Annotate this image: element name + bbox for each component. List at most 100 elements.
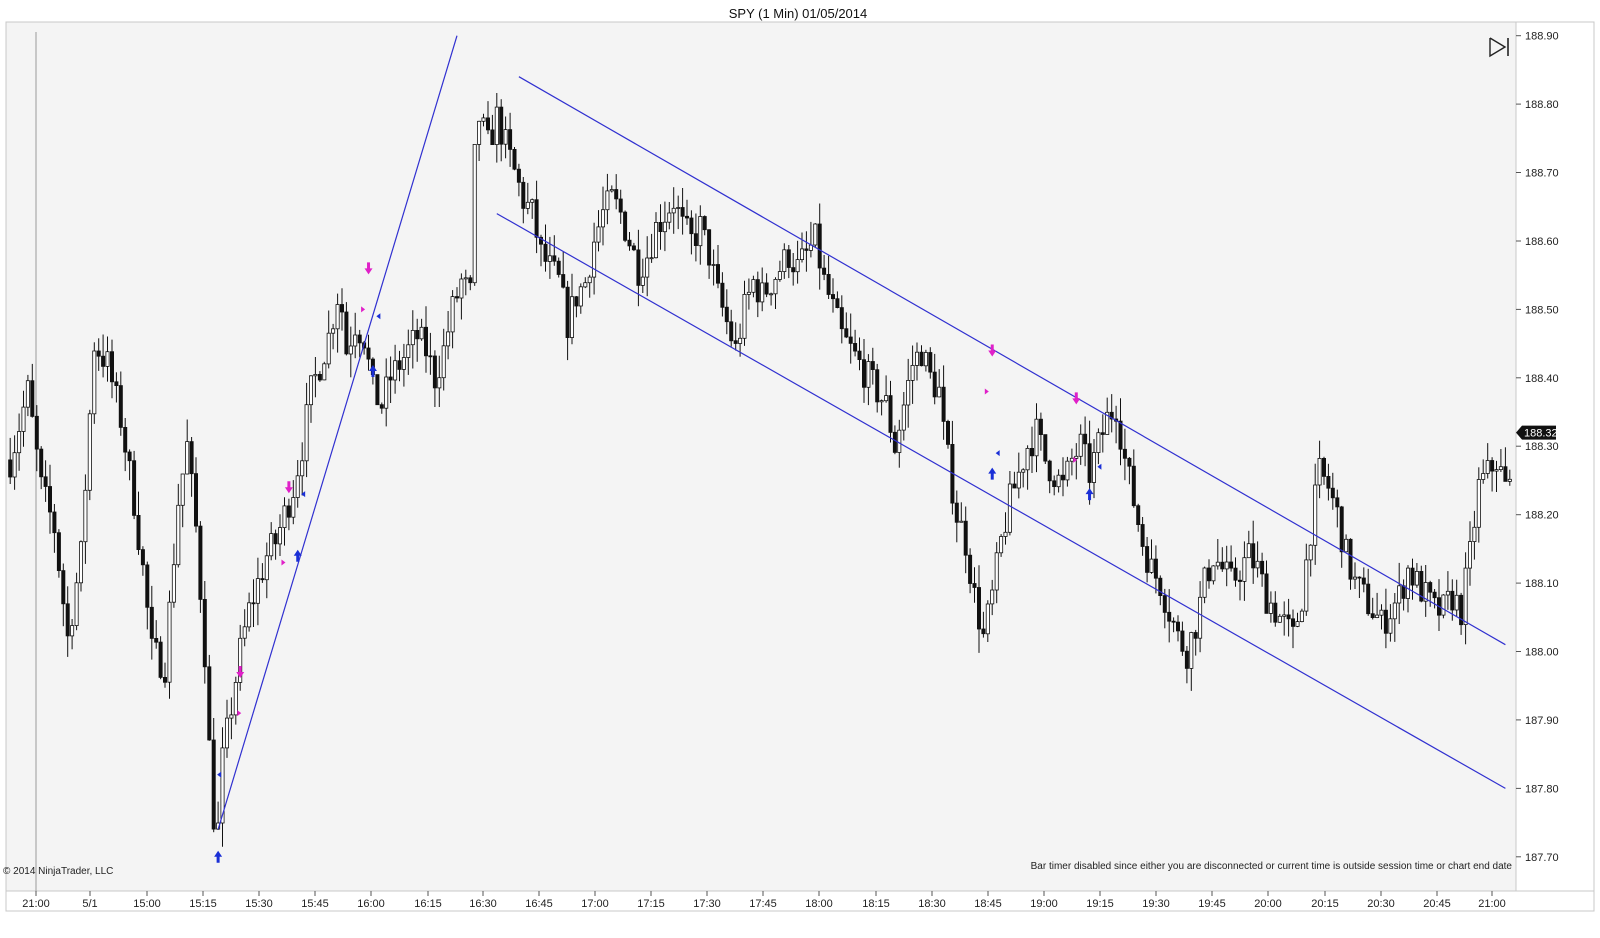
price-bar-body [437,377,442,389]
price-bar-body [985,603,990,635]
buy-entry-marker-icon [376,313,381,320]
skip-to-end-hit[interactable] [1484,36,1516,58]
price-tick-label: 187.90 [1525,715,1559,727]
price-bar-body [162,677,167,683]
price-bar-body [494,106,499,145]
time-tick-label: 15:45 [301,898,329,910]
price-bar-body [277,527,282,545]
price-bar-body [1392,602,1397,620]
price-bar-body [512,148,517,170]
price-bar-body [291,497,296,518]
price-bar-body [397,360,402,370]
price-bar-body [304,404,309,462]
price-tick-label: 188.80 [1525,99,1559,111]
price-bar-body [300,460,305,477]
price-bar-body [12,452,17,478]
price-bar-body [185,441,190,475]
skip-to-end-icon[interactable] [1484,36,1516,58]
price-bar-body [1189,632,1194,669]
price-bar-body [919,351,924,367]
price-bar-body [977,587,982,630]
price-bar-body [1105,411,1110,435]
price-bar-body [508,129,513,150]
time-axis: 21:00 5/1 15:00 15:15 15:30 15:45 16:00 16:15 16… [22,891,1506,910]
price-bar-body [1282,614,1287,617]
price-bar-body [1463,567,1468,625]
price-bar-body [1286,614,1291,620]
price-axis-panel[interactable] [1515,21,1595,892]
price-bar-body [406,344,411,358]
price-bar-body [1198,596,1203,639]
price-bar-body [1087,443,1092,483]
price-bar-body [1056,474,1061,488]
price-bar-body [1299,610,1304,622]
price-bar-body [848,336,853,344]
price-bar-body [118,385,123,428]
price-bar-body [477,120,482,145]
price-bar-body [618,198,623,213]
price-bar-body [87,413,92,491]
price-bar-body [1043,434,1048,462]
price-bar-body [857,350,862,361]
price-bar-body [114,381,119,386]
price-bar-body [623,211,628,241]
price-bar-body [738,337,743,344]
price-bar-body [1224,561,1229,570]
price-bar-body [56,532,61,572]
price-bar-body [229,714,234,719]
price-bar-body [110,351,115,383]
price-bar-body [1038,418,1043,436]
price-bar-body [1357,576,1362,579]
price-bar-body [981,628,986,635]
plot-area[interactable] [5,21,1517,892]
time-tick-label: 21:00 [22,898,50,910]
price-bar-body [583,282,588,288]
price-bar-body [746,291,751,295]
price-bar-body [1304,559,1309,612]
price-bar-body [1096,432,1101,454]
price-bar-body [39,448,44,478]
price-bar-body [211,739,216,830]
price-bar-body [946,420,951,445]
price-bar-body [1012,483,1017,489]
price-bar-body [640,276,645,286]
price-bar-body [140,549,145,566]
price-bar-body [888,395,893,433]
time-tick-label: 20:00 [1254,898,1282,910]
price-tick-label: 188.40 [1525,373,1559,385]
price-bar-body [1176,621,1181,632]
time-tick-label: 16:15 [414,898,442,910]
price-bar-body [145,564,150,608]
bar-timer-notice: Bar timer disabled since either you are … [1031,861,1513,872]
price-bar-body [636,249,641,286]
trendline[interactable] [518,76,1506,646]
price-bar-body [711,264,716,266]
time-tick-label: 17:45 [749,898,777,910]
price-bar-body [999,536,1004,554]
price-bar-body [530,199,535,203]
price-bar-body [286,505,291,518]
time-axis-panel[interactable] [5,890,1595,912]
price-bar-body [1370,613,1375,619]
buy-signal-arrow-icon [988,467,997,480]
buy-entry-marker-icon [1097,463,1102,470]
time-tick-label: 17:15 [637,898,665,910]
price-bar-body [1007,483,1012,533]
price-bar-body [1401,585,1406,599]
price-bar-body [238,637,243,683]
price-bar-body [539,236,544,245]
price-bar-body [671,207,676,214]
buy-entry-marker-icon [995,450,1000,457]
price-bar-body [176,504,181,566]
price-bar-body [689,217,694,235]
price-bar-body [786,249,791,268]
price-bar-body [1375,614,1380,618]
trendlines[interactable] [217,35,1506,830]
trendline[interactable] [496,213,1506,789]
price-bar-body [1220,561,1225,570]
price-bar-body [432,355,437,389]
price-bar-body [1025,447,1030,471]
trendline[interactable] [217,35,458,830]
